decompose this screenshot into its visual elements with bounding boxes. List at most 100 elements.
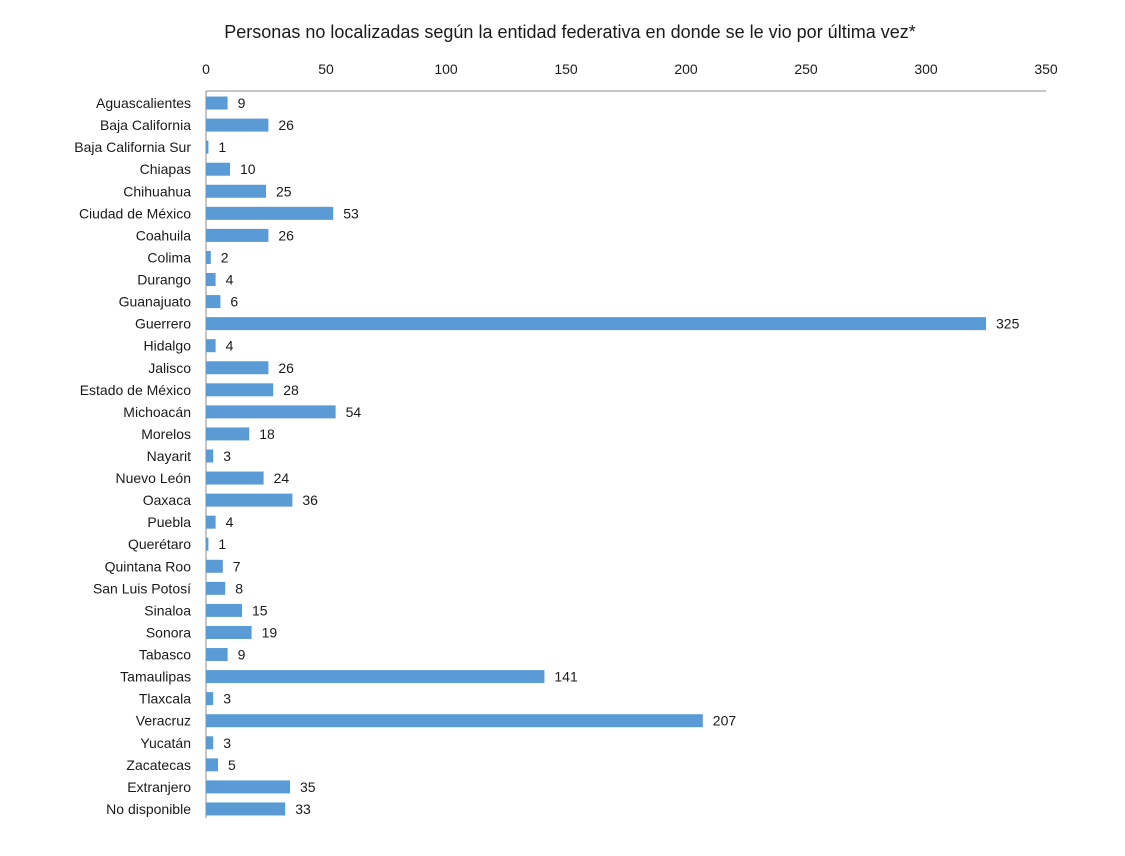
bar bbox=[206, 625, 252, 639]
data-label: 207 bbox=[713, 713, 737, 729]
bar bbox=[206, 493, 293, 507]
category-label: Querétaro bbox=[128, 536, 191, 552]
category-label: Morelos bbox=[141, 426, 191, 442]
x-tick-label: 0 bbox=[202, 61, 210, 77]
category-labels: Aguascalientes Baja California Baja Califo… bbox=[74, 95, 191, 817]
x-tick-label: 300 bbox=[914, 61, 938, 77]
bar bbox=[206, 515, 216, 529]
data-label: 24 bbox=[274, 470, 290, 486]
bar bbox=[206, 250, 211, 264]
category-label: Quintana Roo bbox=[105, 558, 192, 574]
category-label: Oaxaca bbox=[143, 492, 191, 508]
data-labels: 9261102553262463254262854183243641781519… bbox=[218, 95, 1019, 817]
data-label: 26 bbox=[278, 360, 294, 376]
bar bbox=[206, 405, 336, 419]
category-label: Colima bbox=[147, 249, 191, 265]
x-tick-label: 350 bbox=[1034, 61, 1058, 77]
data-label: 325 bbox=[996, 316, 1020, 332]
category-label: Michoacán bbox=[123, 404, 191, 420]
chart-title: Personas no localizadas según la entidad… bbox=[224, 22, 915, 42]
category-label: Baja California bbox=[100, 117, 191, 133]
bar bbox=[206, 692, 214, 706]
category-label: Estado de México bbox=[80, 382, 191, 398]
bar bbox=[206, 317, 986, 331]
bars bbox=[206, 96, 986, 816]
data-label: 35 bbox=[300, 779, 316, 795]
category-label: Durango bbox=[137, 272, 191, 288]
data-label: 54 bbox=[346, 404, 362, 420]
category-label: Sonora bbox=[146, 624, 191, 640]
bar bbox=[206, 449, 214, 463]
category-label: Zacatecas bbox=[126, 757, 191, 773]
data-label: 18 bbox=[259, 426, 275, 442]
bar bbox=[206, 339, 216, 353]
category-label: Guanajuato bbox=[119, 294, 192, 310]
bar bbox=[206, 802, 286, 816]
data-label: 3 bbox=[223, 691, 231, 707]
data-label: 1 bbox=[218, 536, 226, 552]
data-label: 141 bbox=[554, 669, 578, 685]
bar bbox=[206, 273, 216, 287]
data-label: 3 bbox=[223, 448, 231, 464]
bar bbox=[206, 383, 274, 397]
category-label: Ciudad de México bbox=[79, 205, 191, 221]
category-label: San Luis Potosí bbox=[93, 580, 191, 596]
category-label: Baja California Sur bbox=[74, 139, 191, 155]
bar bbox=[206, 361, 269, 375]
bar bbox=[206, 118, 269, 132]
category-label: Guerrero bbox=[135, 316, 191, 332]
bar bbox=[206, 670, 545, 684]
data-label: 3 bbox=[223, 735, 231, 751]
bar bbox=[206, 537, 209, 551]
data-label: 26 bbox=[278, 117, 294, 133]
bar bbox=[206, 140, 209, 154]
x-tick-label: 50 bbox=[318, 61, 334, 77]
data-label: 8 bbox=[235, 580, 243, 596]
category-label: Nayarit bbox=[147, 448, 191, 464]
data-label: 2 bbox=[221, 249, 229, 265]
category-label: Nuevo León bbox=[115, 470, 191, 486]
x-tick-label: 250 bbox=[794, 61, 818, 77]
data-label: 33 bbox=[295, 801, 311, 817]
bar bbox=[206, 471, 264, 485]
bar bbox=[206, 96, 228, 110]
data-label: 4 bbox=[226, 338, 234, 354]
bar bbox=[206, 780, 290, 794]
category-label: Jalisco bbox=[148, 360, 191, 376]
bar bbox=[206, 648, 228, 662]
bar bbox=[206, 295, 221, 309]
data-label: 28 bbox=[283, 382, 299, 398]
bar bbox=[206, 581, 226, 595]
category-label: Hidalgo bbox=[144, 338, 192, 354]
data-label: 1 bbox=[218, 139, 226, 155]
bar bbox=[206, 559, 223, 573]
data-label: 25 bbox=[276, 183, 292, 199]
x-tick-label: 200 bbox=[674, 61, 698, 77]
category-label: Tabasco bbox=[139, 647, 191, 663]
bar bbox=[206, 603, 242, 617]
category-label: Tamaulipas bbox=[120, 669, 191, 685]
bar bbox=[206, 228, 269, 242]
bar bbox=[206, 736, 214, 750]
category-label: Extranjero bbox=[127, 779, 191, 795]
category-label: Aguascalientes bbox=[96, 95, 191, 111]
x-tick-label: 100 bbox=[434, 61, 458, 77]
data-label: 5 bbox=[228, 757, 236, 773]
bar bbox=[206, 206, 334, 220]
data-label: 15 bbox=[252, 602, 268, 618]
data-label: 10 bbox=[240, 161, 256, 177]
category-label: Tlaxcala bbox=[139, 691, 191, 707]
x-axis-ticks: 0 50 100 150 200 250 300 350 bbox=[202, 61, 1058, 77]
category-label: Coahuila bbox=[136, 227, 191, 243]
data-label: 7 bbox=[233, 558, 241, 574]
category-label: Yucatán bbox=[140, 735, 191, 751]
category-label: Veracruz bbox=[136, 713, 191, 729]
category-label: Chihuahua bbox=[123, 183, 191, 199]
category-label: No disponible bbox=[106, 801, 191, 817]
x-tick-label: 150 bbox=[554, 61, 578, 77]
bar bbox=[206, 758, 218, 772]
data-label: 53 bbox=[343, 205, 359, 221]
data-label: 9 bbox=[238, 647, 246, 663]
bar bbox=[206, 184, 266, 198]
